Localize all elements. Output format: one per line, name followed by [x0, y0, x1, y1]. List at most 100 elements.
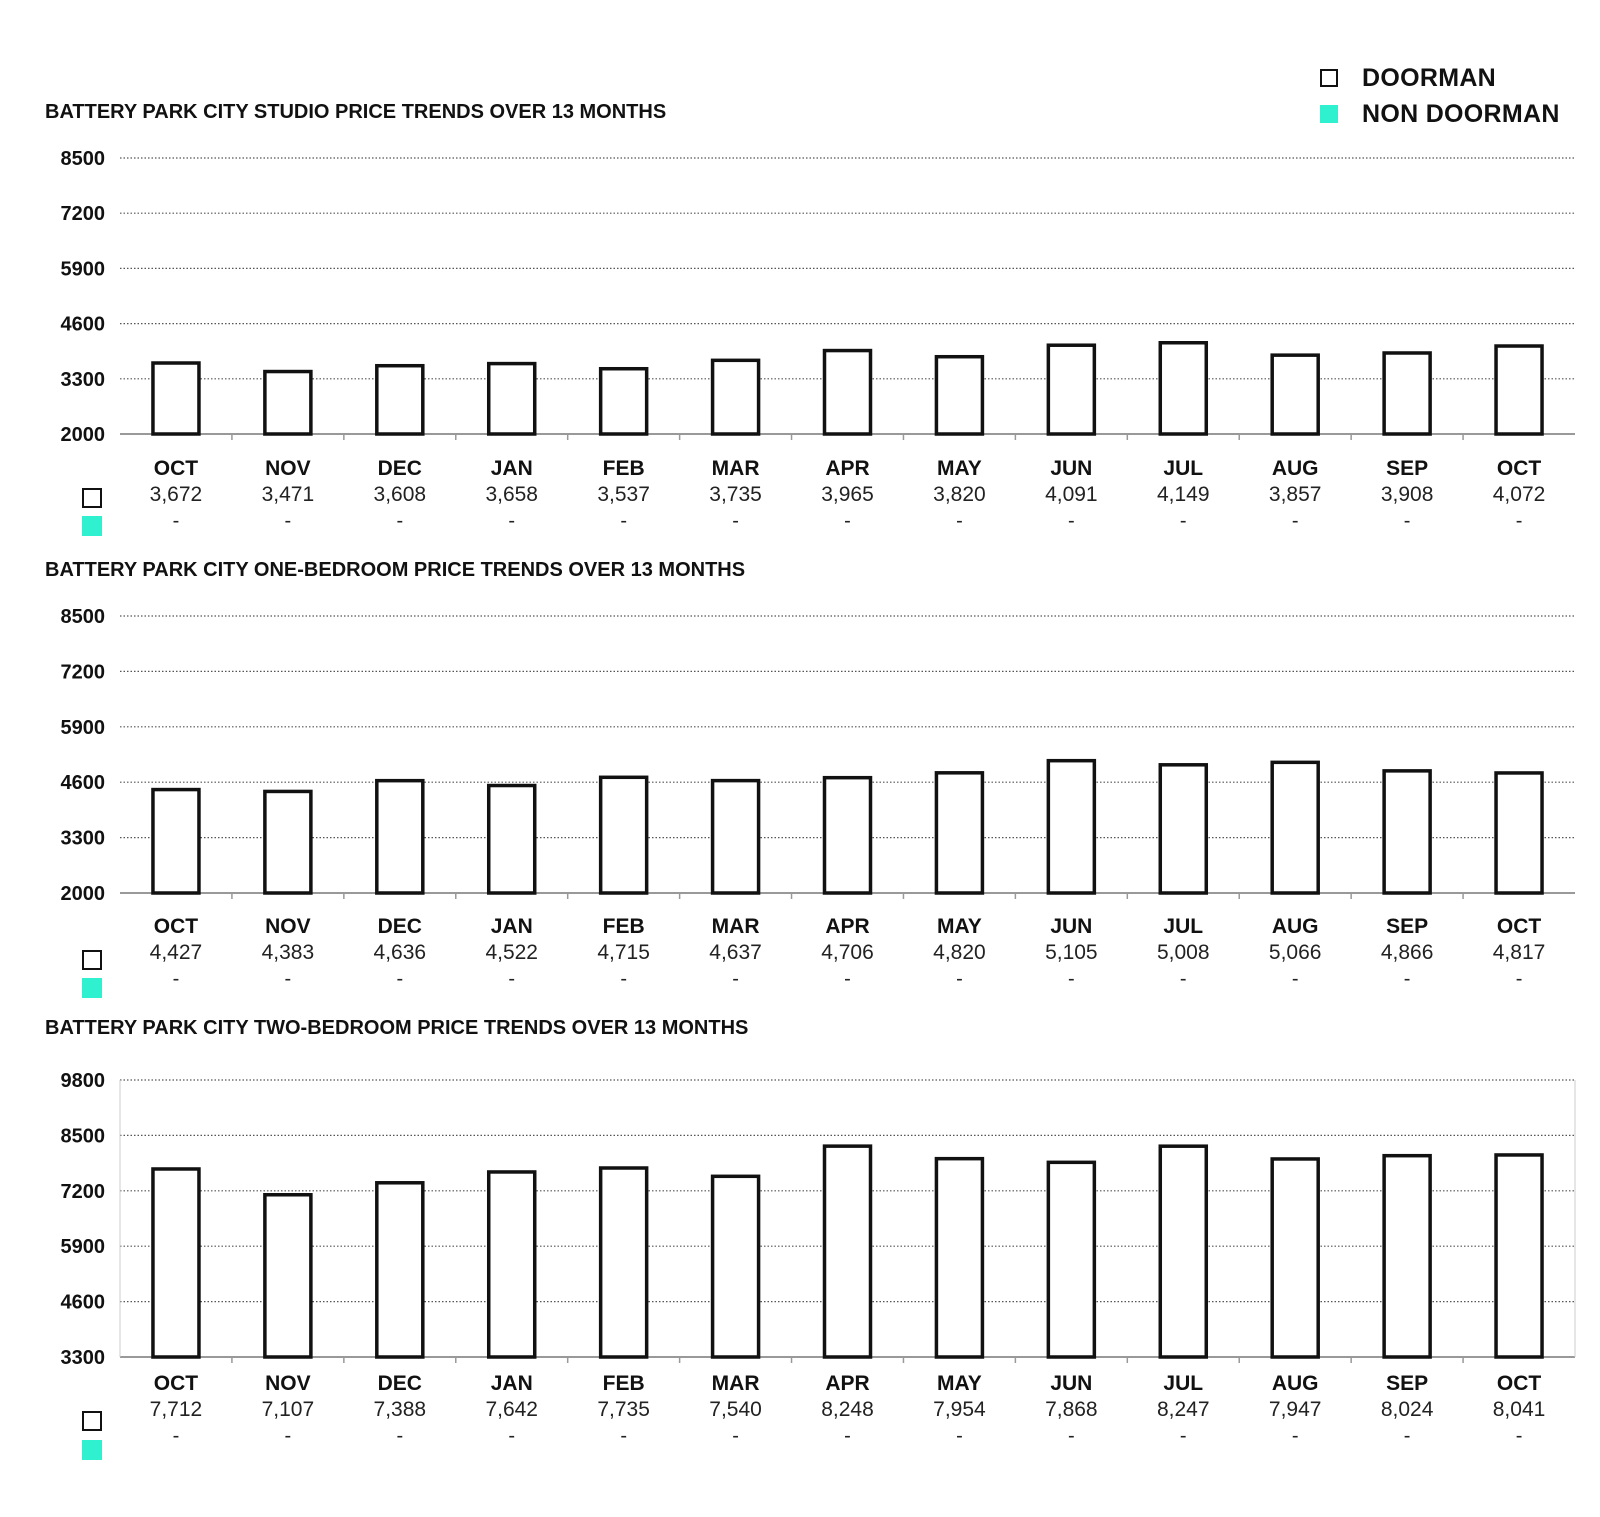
data-label-non-doorman: - [285, 968, 292, 990]
y-tick-label: 8500 [61, 606, 106, 628]
data-label-doorman: 3,965 [821, 483, 874, 506]
bar-doorman [375, 778, 425, 895]
legend-swatch-doorman [1320, 69, 1338, 87]
y-tick-label: 2000 [61, 883, 106, 905]
x-tick-label: JUL [1163, 457, 1203, 480]
bar-doorman [263, 789, 313, 895]
x-tick-label: JAN [491, 915, 533, 938]
x-tick-label: OCT [1497, 1372, 1542, 1395]
data-label-non-doorman: - [956, 510, 963, 532]
data-label-doorman: 7,540 [709, 1398, 762, 1421]
bar-doorman [263, 1193, 313, 1359]
y-tick-label: 8500 [61, 1125, 106, 1147]
data-label-non-doorman: - [173, 510, 180, 532]
chart-2: BATTERY PARK CITY ONE-BEDROOM PRICE TREN… [45, 559, 1575, 998]
x-tick-label: OCT [154, 1372, 199, 1395]
data-label-non-doorman: - [956, 968, 963, 990]
x-tick-label: FEB [603, 457, 645, 480]
data-label-non-doorman: - [285, 510, 292, 532]
bar-doorman [1494, 1153, 1544, 1359]
bar-doorman [934, 1156, 985, 1359]
bar-doorman [822, 775, 873, 895]
bar-doorman [1270, 1157, 1320, 1359]
y-tick-label: 3300 [61, 828, 106, 850]
x-tick-label: AUG [1272, 1372, 1319, 1395]
data-label-doorman: 3,608 [374, 483, 427, 506]
bar-doorman [1494, 344, 1544, 436]
bar-doorman [151, 361, 201, 436]
data-label-non-doorman: - [1180, 1425, 1187, 1447]
bar-doorman [1158, 341, 1209, 436]
x-tick-label: MAY [937, 457, 982, 480]
bar-doorman [710, 358, 761, 436]
data-label-doorman: 4,522 [485, 941, 538, 964]
bar-doorman [1046, 758, 1097, 895]
data-label-non-doorman: - [1292, 968, 1299, 990]
data-label-doorman: 4,637 [709, 941, 762, 964]
data-label-non-doorman: - [1516, 968, 1523, 990]
data-label-doorman: 3,820 [933, 483, 986, 506]
data-label-doorman: 7,868 [1045, 1398, 1098, 1421]
data-label-non-doorman: - [1404, 968, 1411, 990]
bar-doorman [263, 369, 313, 436]
x-tick-label: NOV [265, 457, 311, 480]
bar-doorman [710, 778, 761, 895]
data-label-doorman: 3,471 [262, 483, 315, 506]
x-tick-label: DEC [378, 457, 422, 480]
y-tick-label: 5900 [61, 717, 106, 739]
chart-title: BATTERY PARK CITY STUDIO PRICE TRENDS OV… [45, 101, 666, 123]
bar-doorman [598, 1166, 649, 1359]
x-tick-label: JUN [1050, 457, 1092, 480]
data-label-doorman: 4,091 [1045, 483, 1098, 506]
data-label-non-doorman: - [620, 1425, 627, 1447]
data-label-doorman: 4,706 [821, 941, 874, 964]
y-tick-label: 3300 [61, 369, 106, 391]
table-key-doorman-icon [82, 950, 102, 970]
data-label-non-doorman: - [173, 1425, 180, 1447]
x-tick-label: APR [825, 915, 869, 938]
bar-doorman [710, 1174, 761, 1359]
x-tick-label: AUG [1272, 915, 1319, 938]
data-label-doorman: 3,735 [709, 483, 762, 506]
bar-doorman [934, 771, 985, 895]
bar-doorman [1382, 1153, 1432, 1359]
data-label-doorman: 3,857 [1269, 483, 1322, 506]
bar-doorman [151, 1167, 201, 1359]
x-tick-label: MAR [712, 1372, 760, 1395]
table-key-doorman-icon [82, 488, 102, 508]
data-label-non-doorman: - [1292, 510, 1299, 532]
x-tick-label: MAR [712, 457, 760, 480]
table-key-non-doorman-icon [82, 516, 102, 536]
data-label-doorman: 4,636 [374, 941, 427, 964]
data-label-doorman: 4,820 [933, 941, 986, 964]
y-tick-label: 5900 [61, 258, 106, 280]
data-label-doorman: 7,642 [485, 1398, 538, 1421]
x-tick-label: OCT [154, 457, 199, 480]
data-label-doorman: 8,247 [1157, 1398, 1210, 1421]
bar-doorman [1270, 760, 1320, 895]
table-key-doorman-icon [82, 1411, 102, 1431]
bar-doorman [375, 363, 425, 436]
data-label-doorman: 3,672 [150, 483, 203, 506]
x-tick-label: MAY [937, 915, 982, 938]
x-tick-label: FEB [603, 1372, 645, 1395]
x-tick-label: APR [825, 1372, 869, 1395]
data-label-doorman: 3,908 [1381, 483, 1434, 506]
x-tick-label: JAN [491, 1372, 533, 1395]
data-label-doorman: 4,817 [1493, 941, 1546, 964]
y-tick-label: 4600 [61, 772, 106, 794]
bar-doorman [375, 1181, 425, 1359]
bar-doorman [1382, 351, 1432, 436]
x-tick-label: OCT [1497, 915, 1542, 938]
data-label-doorman: 4,149 [1157, 483, 1210, 506]
data-label-non-doorman: - [1068, 1425, 1075, 1447]
data-label-non-doorman: - [508, 1425, 515, 1447]
chart-title: BATTERY PARK CITY TWO-BEDROOM PRICE TREN… [45, 1017, 748, 1039]
data-label-non-doorman: - [508, 968, 515, 990]
y-tick-label: 8500 [61, 148, 106, 170]
data-label-non-doorman: - [1404, 510, 1411, 532]
data-label-non-doorman: - [844, 1425, 851, 1447]
bar-doorman [1158, 763, 1209, 895]
x-tick-label: NOV [265, 915, 311, 938]
